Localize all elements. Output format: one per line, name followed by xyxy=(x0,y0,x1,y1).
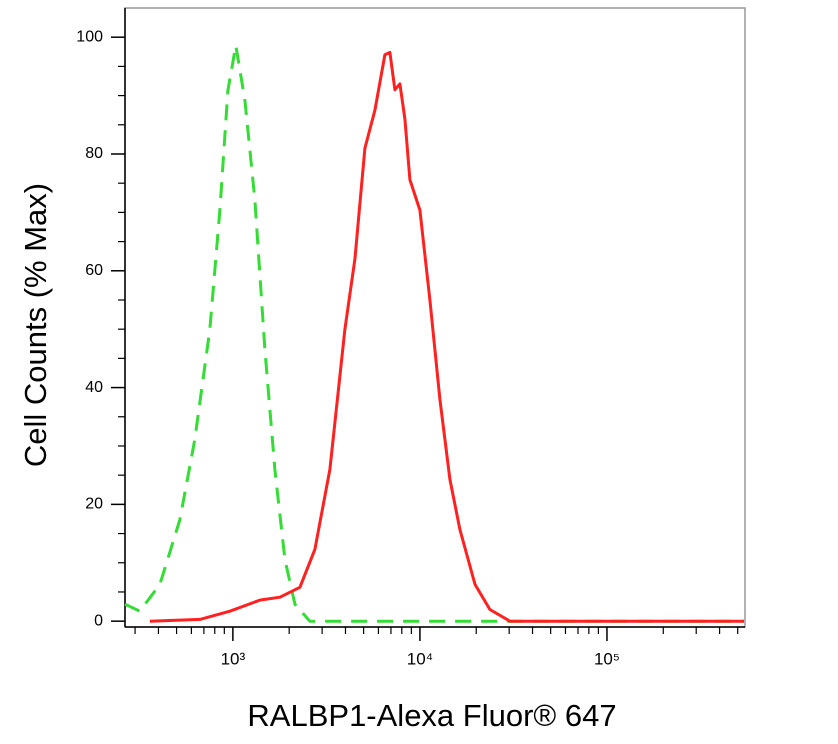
y-tick-label: 40 xyxy=(85,379,103,396)
series-line xyxy=(149,50,744,623)
x-tick-label: 10⁴ xyxy=(407,649,433,668)
x-tick-label: 10³ xyxy=(221,649,246,668)
y-axis-label: Cell Counts (% Max) xyxy=(18,183,53,467)
y-tick-label: 80 xyxy=(85,145,103,162)
y-tick-label: 60 xyxy=(85,262,103,279)
y-tick-label: 20 xyxy=(85,496,103,513)
x-tick-label: 10⁵ xyxy=(594,649,620,668)
series-line xyxy=(124,43,744,623)
plot-frame xyxy=(124,7,746,628)
y-tick-label: 0 xyxy=(94,612,103,629)
x-axis-label: RALBP1-Alexa Fluor® 647 xyxy=(247,698,616,733)
y-tick-label: 100 xyxy=(76,28,103,45)
